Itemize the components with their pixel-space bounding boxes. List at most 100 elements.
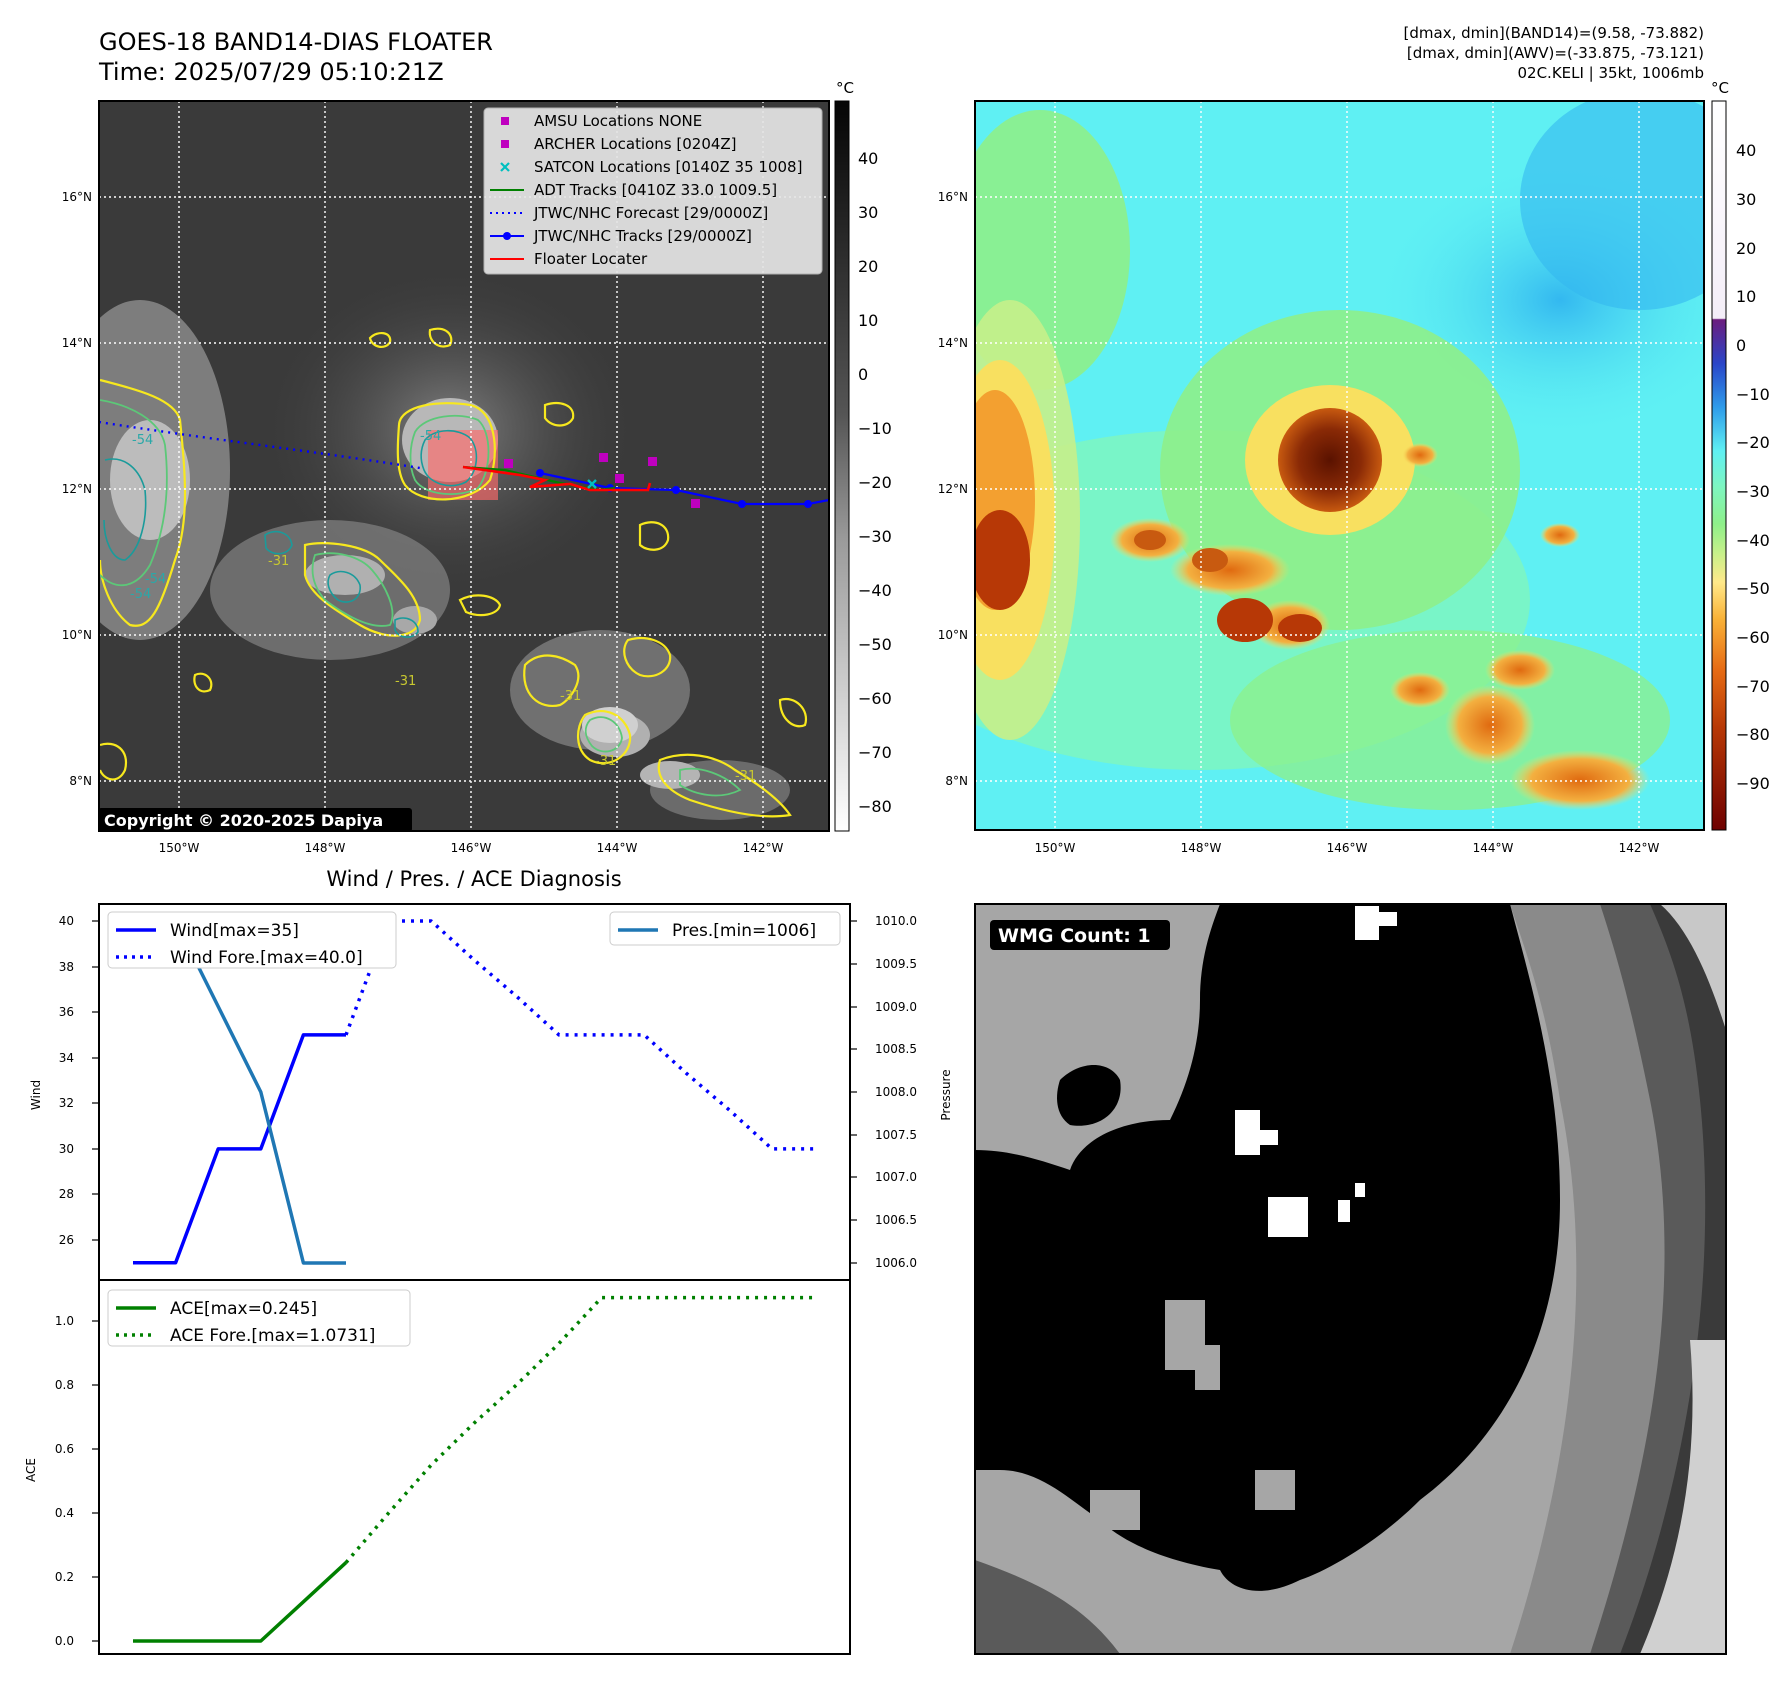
- lat-label: 10°N: [938, 628, 968, 642]
- tick-label: 0.0: [55, 1634, 74, 1648]
- ir-lon-labels: 150°W 148°W 146°W 144°W 142°W: [159, 841, 784, 855]
- copyright-text: Copyright © 2020-2025 Dapiya: [104, 811, 383, 830]
- wv-gridlines: [975, 101, 1704, 830]
- band14-stats: [dmax, dmin](BAND14)=(9.58, -73.882): [1404, 24, 1704, 42]
- legend-wind: Wind[max=35]: [170, 921, 299, 941]
- tick-label: 1006.0: [875, 1256, 917, 1270]
- colorbar-tick: −10: [1736, 385, 1770, 404]
- pressure-tick-labels: 1010.0 1009.5 1009.0 1008.5 1008.0 1007.…: [875, 914, 917, 1270]
- tick-label: 0.2: [55, 1570, 74, 1584]
- tick-label: 36: [59, 1005, 74, 1019]
- wmg-frame: [974, 903, 1727, 1655]
- ir-colorbar-ticks: 40 30 20 10 0 −10 −20 −30 −40 −50 −60 −7…: [858, 149, 892, 816]
- legend-floater: Floater Locater: [534, 250, 648, 268]
- colorbar-tick: −50: [858, 635, 892, 654]
- satcon-locations: [587, 479, 597, 489]
- tick-label: 26: [59, 1233, 74, 1247]
- colorbar-tick: 40: [858, 149, 878, 168]
- ir-colorbar: [834, 100, 850, 832]
- tick-label: 32: [59, 1096, 74, 1110]
- colorbar-tick: −80: [858, 797, 892, 816]
- lat-label: 12°N: [62, 482, 92, 496]
- wv-colorbar-unit: °C: [1711, 79, 1729, 97]
- legend-amsu: AMSU Locations NONE: [534, 112, 702, 130]
- colorbar-tick: −40: [1736, 531, 1770, 550]
- floater-locater-track: [462, 465, 652, 492]
- wind-tick-labels: 40 38 36 34 32 30 28 26: [59, 914, 74, 1247]
- colorbar-tick: −40: [858, 581, 892, 600]
- colorbar-tick: −90: [1736, 774, 1770, 793]
- lon-label: 150°W: [159, 841, 200, 855]
- tick-label: 1007.5: [875, 1128, 917, 1142]
- series-line-0-1: [344, 919, 815, 1151]
- tick-label: 1006.5: [875, 1213, 917, 1227]
- diag-series: [133, 919, 815, 1643]
- lat-label: 8°N: [945, 774, 968, 788]
- ace-tick-marks: [92, 1320, 99, 1642]
- colorbar-tick: 20: [1736, 239, 1756, 258]
- ir-colorbar-ramp: [834, 100, 850, 832]
- colorbar-tick: 0: [858, 365, 868, 384]
- legend-box: [107, 1289, 411, 1347]
- colorbar-tick: 20: [858, 257, 878, 276]
- storm-info: 02C.KELI | 35kt, 1006mb: [1517, 64, 1704, 82]
- figure-time: Time: 2025/07/29 05:10:21Z: [98, 58, 444, 86]
- wv-map-frame: [974, 100, 1705, 831]
- wmg-panel: [974, 903, 1727, 1655]
- track-dot-icon: [503, 232, 511, 240]
- lat-label: 12°N: [938, 482, 968, 496]
- legend-box: [107, 911, 397, 969]
- legend-adt: ADT Tracks [0410Z 33.0 1009.5]: [534, 181, 777, 199]
- colorbar-tick: −60: [1736, 628, 1770, 647]
- legend-forecast: JTWC/NHC Forecast [29/0000Z]: [533, 204, 768, 222]
- legend-ace: ACE[max=0.245]: [170, 1299, 317, 1319]
- colorbar-tick: −80: [1736, 725, 1770, 744]
- colorbar-tick: 10: [858, 311, 878, 330]
- ace-axis-label: ACE: [24, 1458, 38, 1482]
- lat-label: 14°N: [62, 336, 92, 350]
- contour-label: -54: [420, 429, 441, 444]
- contour-label: -31: [735, 769, 756, 784]
- colorbar-tick: −50: [1736, 579, 1770, 598]
- legend-box: [609, 911, 841, 946]
- awv-stats: [dmax, dmin](AWV)=(-33.875, -73.121): [1407, 44, 1704, 62]
- legend-track: JTWC/NHC Tracks [29/0000Z]: [533, 227, 752, 245]
- ir-map-frame: [98, 100, 830, 832]
- wmg-count-label: WMG Count: 1: [998, 925, 1151, 947]
- wmg-warm-spots: [1235, 906, 1397, 1237]
- legend-ace-fore: ACE Fore.[max=1.0731]: [170, 1326, 375, 1346]
- tick-label: 1.0: [55, 1314, 74, 1328]
- legend-wind-fore: Wind Fore.[max=40.0]: [170, 948, 363, 968]
- tick-label: 0.4: [55, 1506, 74, 1520]
- tick-label: 34: [59, 1051, 74, 1065]
- series-line-1-0: [133, 919, 346, 1265]
- colorbar-tick: −20: [1736, 433, 1770, 452]
- ir-colorbar-unit: °C: [836, 79, 854, 97]
- wv-lat-labels: 16°N 14°N 12°N 10°N 8°N: [938, 190, 968, 788]
- copyright-box: [98, 808, 412, 832]
- colorbar-tick: −70: [1736, 677, 1770, 696]
- legend-pressure: Pres.[min=1006]: [672, 921, 816, 941]
- lon-label: 148°W: [1181, 841, 1222, 855]
- ir-contour-labels: -54 -54 -31 -54 -31 -31 -31 -31 -54: [130, 429, 756, 784]
- contour-label: -31: [395, 674, 416, 689]
- tick-label: 30: [59, 1142, 74, 1156]
- wv-map-panel: [974, 100, 1705, 831]
- tick-label: 1009.5: [875, 957, 917, 971]
- lon-label: 144°W: [1473, 841, 1514, 855]
- tick-label: 40: [59, 914, 74, 928]
- contour-label: -31: [268, 554, 289, 569]
- wv-lon-labels: 150°W 148°W 146°W 144°W 142°W: [1035, 841, 1660, 855]
- legend-box: [483, 107, 823, 275]
- pressure-tick-marks: [850, 920, 857, 1264]
- ir-cloud-field: [99, 265, 808, 820]
- lat-label: 16°N: [62, 190, 92, 204]
- tick-label: 1009.0: [875, 1000, 917, 1014]
- series-line-2-1: [344, 1295, 815, 1564]
- jtwc-track-points: [536, 469, 812, 508]
- legend-archer: ARCHER Locations [0204Z]: [534, 135, 737, 153]
- lon-label: 148°W: [305, 841, 346, 855]
- wmg-cold-core: [975, 904, 1560, 1591]
- colorbar-tick: 40: [1736, 141, 1756, 160]
- tick-label: 38: [59, 960, 74, 974]
